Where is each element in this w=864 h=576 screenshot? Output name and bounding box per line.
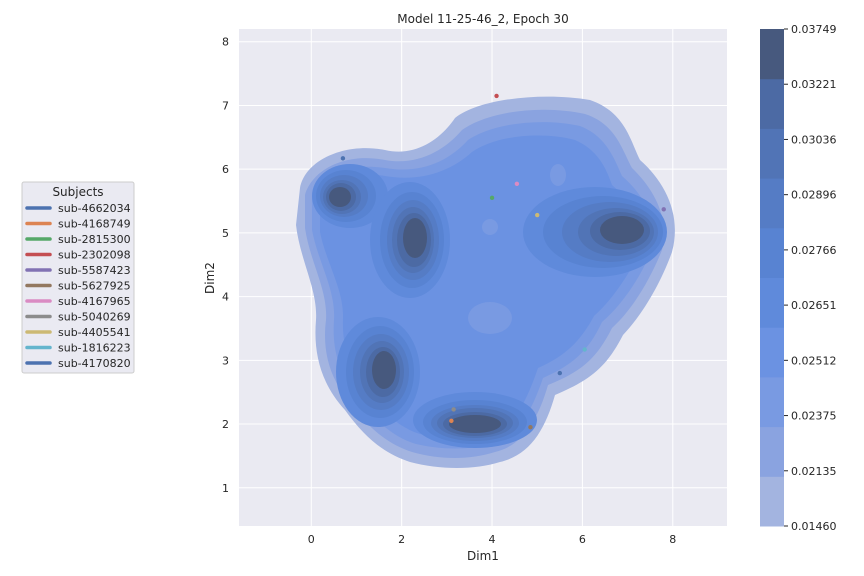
legend-entry-label: sub-4167965 (58, 295, 131, 308)
y-tick-label: 5 (222, 227, 229, 240)
colorbar-band (760, 78, 784, 129)
legend-entry-label: sub-5040269 (58, 311, 131, 324)
colorbar-band (760, 426, 784, 477)
colorbar-band (760, 376, 784, 428)
density-level-10 (449, 415, 501, 433)
y-tick-labels: 1 2 3 4 5 6 7 8 (222, 36, 229, 495)
legend-entry-label: sub-5587423 (58, 264, 131, 277)
legend-entries: sub-4662034 sub-4168749 sub-2815300 sub-230… (25, 202, 131, 370)
subject-points (340, 93, 666, 430)
x-tick-label: 2 (398, 533, 405, 546)
y-tick-label: 3 (222, 354, 229, 367)
x-tick-label: 8 (669, 533, 676, 546)
legend: Subjects sub-4662034 sub-4168749 sub-28153… (21, 181, 135, 374)
subject-point (535, 212, 540, 218)
y-tick-label: 6 (222, 163, 229, 176)
legend-entry-label: sub-5627925 (58, 280, 131, 293)
x-tick-label: 0 (308, 533, 315, 546)
colorbar-band (760, 178, 784, 229)
subject-point (557, 370, 563, 376)
legend-entry-label: sub-2302098 (58, 249, 131, 262)
density-hole (482, 219, 498, 235)
y-tick-label: 8 (222, 36, 229, 49)
subject-point (451, 407, 456, 412)
y-axis-label: Dim2 (203, 262, 217, 294)
x-tick-label: 4 (489, 533, 496, 546)
subject-point (528, 425, 533, 430)
subject-point (489, 195, 495, 201)
x-tick-label: 6 (579, 533, 586, 546)
colorbar-band (760, 227, 784, 278)
colorbar-tick-label: 0.02135 (791, 465, 837, 478)
colorbar-tick-label: 0.02651 (791, 299, 837, 312)
density-contours (296, 96, 675, 469)
density-level-10 (372, 351, 396, 389)
y-tick-label: 1 (222, 482, 229, 495)
legend-entry-label: sub-4168749 (58, 218, 131, 231)
colorbar-tick-label: 0.02375 (791, 410, 837, 423)
x-tick-labels: 0 2 4 6 8 (308, 533, 676, 546)
colorbar-tick-label: 0.02766 (791, 244, 837, 257)
colorbar-band (760, 128, 784, 179)
y-tick-label: 7 (222, 99, 229, 112)
y-tick-label: 4 (222, 291, 229, 304)
density-level-10 (403, 218, 427, 258)
density-hole (468, 302, 512, 334)
y-tick-label: 2 (222, 418, 229, 431)
legend-entry-label: sub-4405541 (58, 326, 131, 339)
colorbar-tick-labels: 0.01460 0.02135 0.02375 0.02512 0.02651 0.027… (784, 23, 837, 533)
subject-point (340, 156, 346, 161)
colorbar-band (760, 277, 784, 328)
colorbar-band (760, 476, 784, 527)
legend-box (21, 181, 135, 374)
colorbar-tick-label: 0.03036 (791, 133, 837, 146)
colorbar-tick-label: 0.02512 (791, 354, 837, 367)
density-level-10 (600, 216, 644, 244)
colorbar-band (760, 29, 784, 80)
colorbar-bands (760, 29, 784, 527)
subject-point (494, 93, 499, 99)
chart-title: Model 11-25-46_2, Epoch 30 (397, 12, 568, 26)
colorbar-tick-label: 0.03749 (791, 23, 837, 36)
colorbar-band (760, 327, 784, 378)
legend-entry-label: sub-1816223 (58, 342, 131, 355)
subject-point (661, 207, 666, 212)
subject-point (514, 181, 520, 187)
colorbar: 0.01460 0.02135 0.02375 0.02512 0.02651 0.027… (760, 23, 837, 533)
density-level-10 (329, 187, 351, 207)
legend-entry-label: sub-2815300 (58, 233, 131, 246)
colorbar-tick-label: 0.03221 (791, 78, 837, 91)
x-axis-label: Dim1 (467, 549, 499, 563)
legend-title: Subjects (52, 185, 103, 199)
legend-entry-label: sub-4170820 (58, 357, 131, 370)
colorbar-tick-label: 0.02896 (791, 189, 837, 202)
legend-entry-label: sub-4662034 (58, 202, 131, 215)
subject-point (582, 347, 587, 352)
subject-point (449, 418, 454, 424)
density-hole (550, 164, 566, 186)
colorbar-tick-label: 0.01460 (791, 520, 837, 533)
